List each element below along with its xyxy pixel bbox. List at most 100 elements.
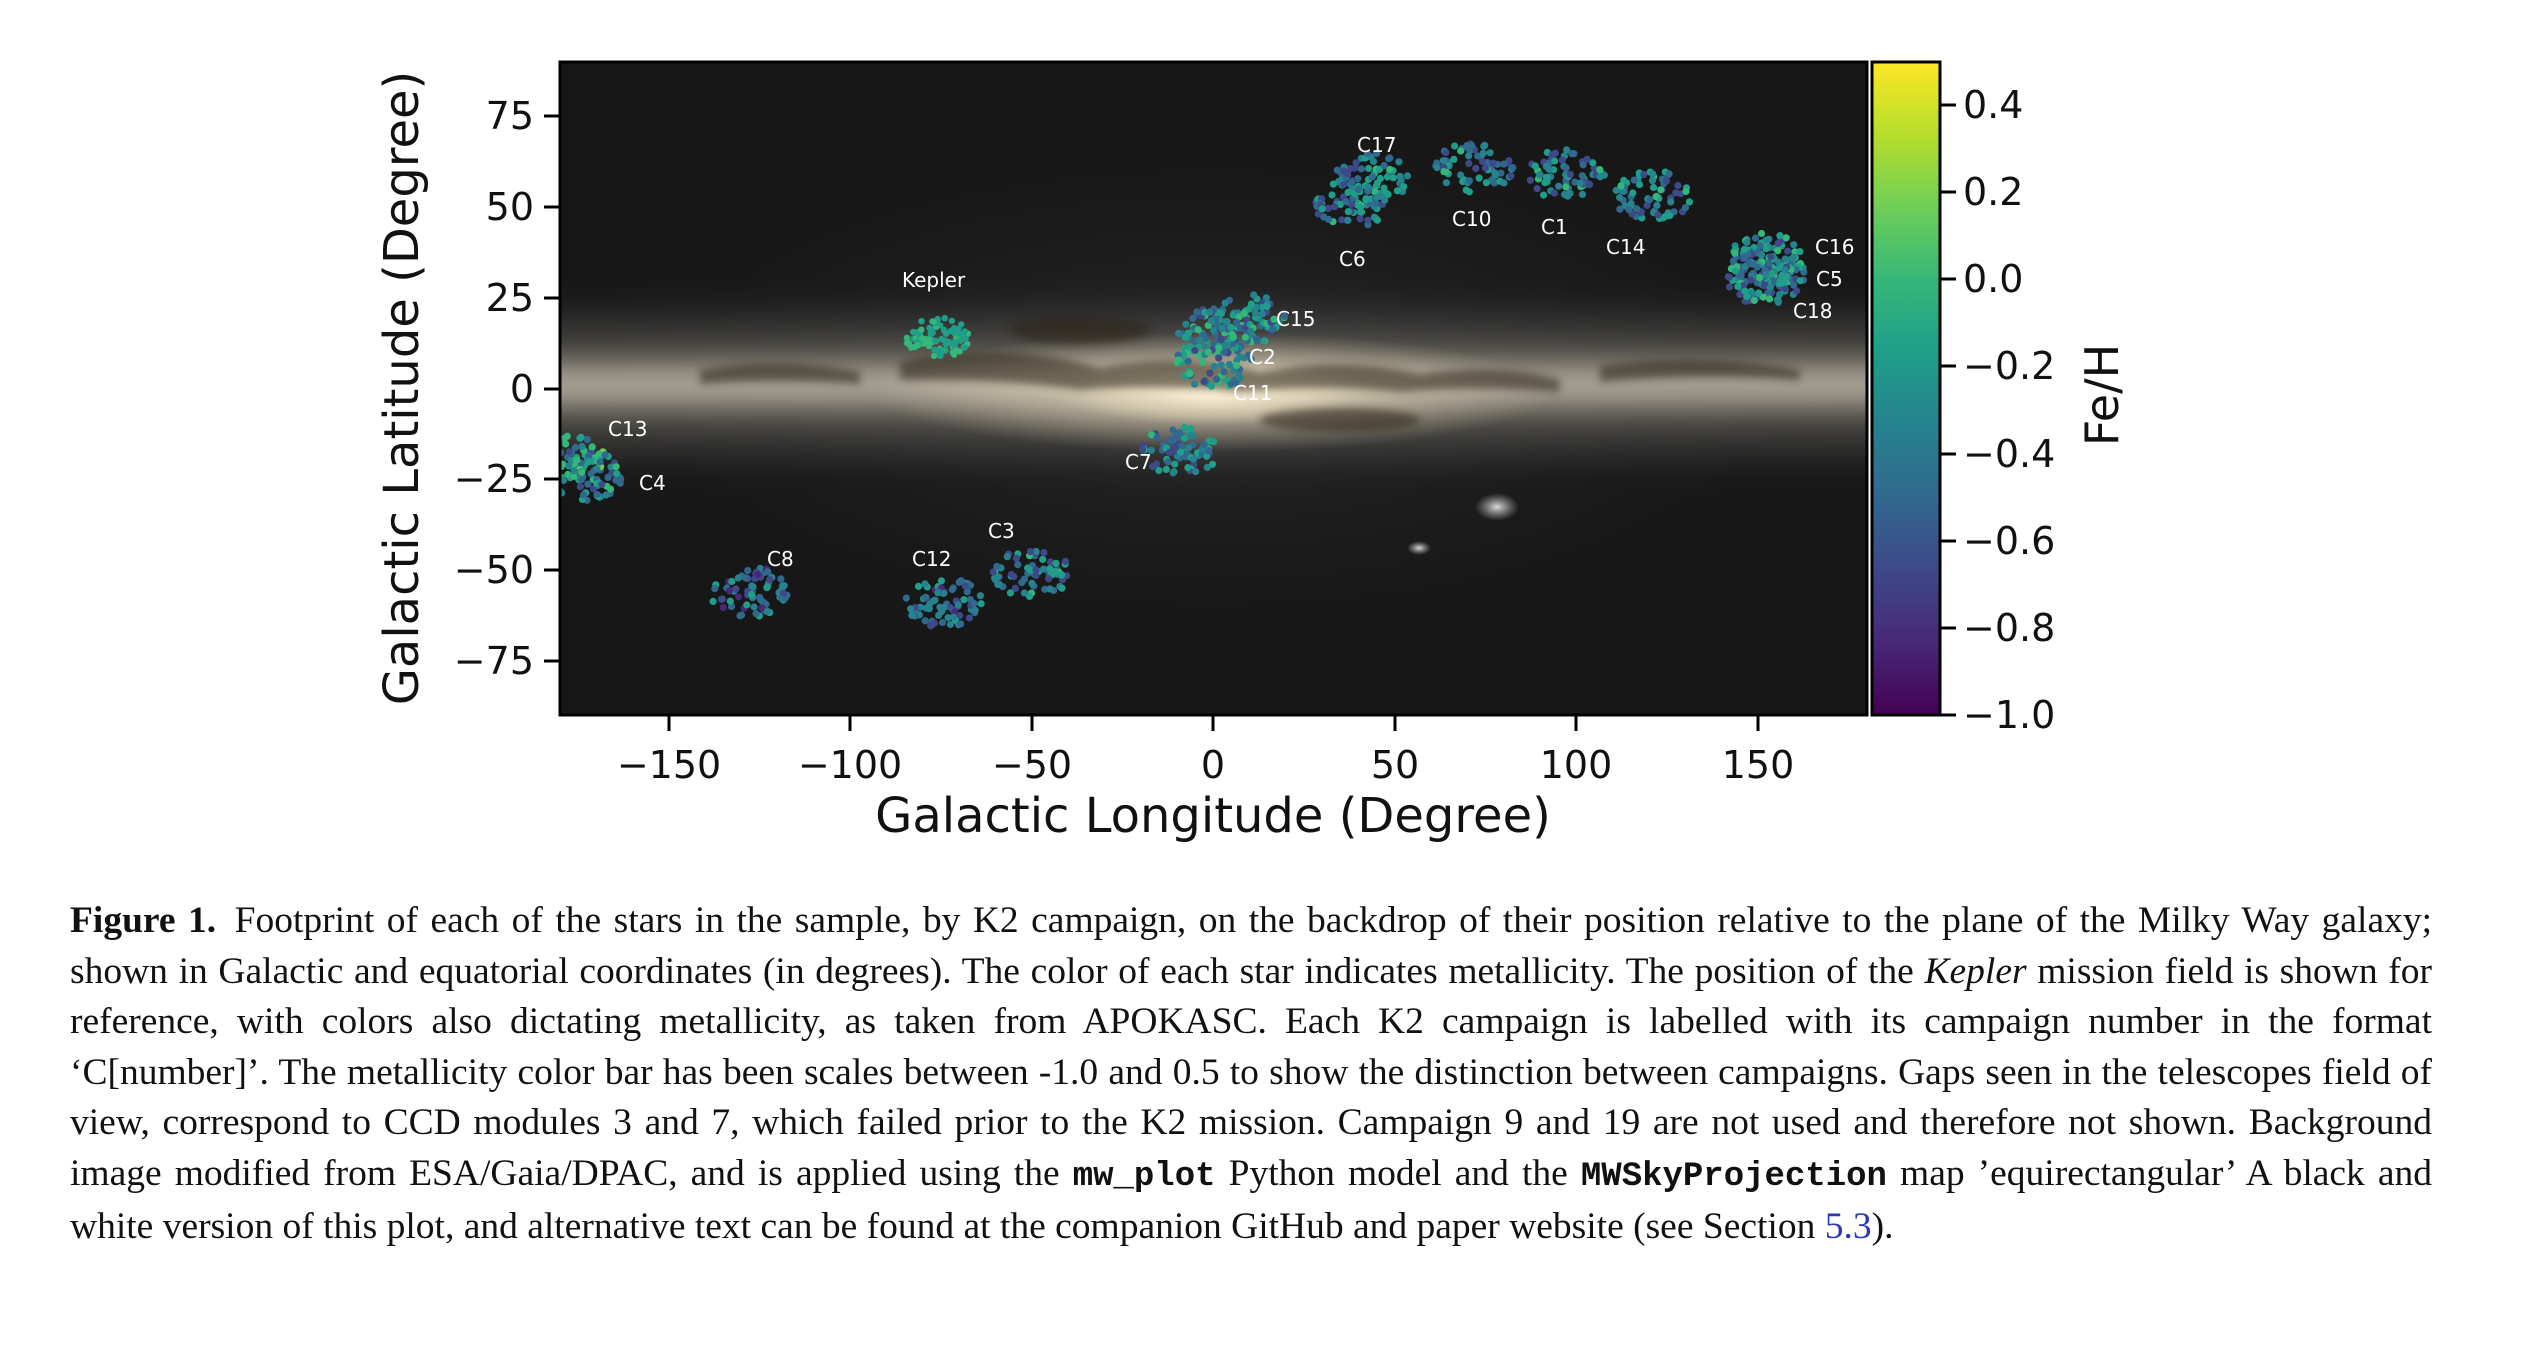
star-point	[1562, 164, 1570, 172]
star-point	[921, 617, 929, 625]
star-point	[1442, 148, 1450, 156]
section-link[interactable]: 5.3	[1824, 1206, 1872, 1247]
x-axis-title: Galactic Longitude (Degree)	[875, 788, 1551, 844]
star-point	[1661, 213, 1669, 221]
star-point	[598, 480, 606, 489]
star-point	[537, 452, 544, 459]
star-point	[717, 595, 726, 603]
x-tick-label: −100	[798, 743, 902, 787]
star-point	[1012, 554, 1020, 562]
label-c15: C15	[1276, 307, 1315, 331]
star-point	[1340, 180, 1348, 189]
y-axis-title: Galactic Latitude (Degree)	[374, 71, 430, 706]
star-point	[1762, 271, 1770, 279]
star-point	[1028, 579, 1036, 588]
star-point	[1176, 448, 1185, 456]
field-c3	[989, 547, 1071, 601]
star-point	[1371, 188, 1379, 196]
star-point	[593, 465, 601, 473]
star-point	[1040, 549, 1048, 557]
star-point	[1393, 187, 1401, 195]
star-point	[1318, 205, 1326, 213]
star-point	[1039, 565, 1048, 573]
star-point	[961, 344, 968, 351]
star-point	[1342, 198, 1350, 206]
star-point	[756, 593, 764, 601]
star-point	[1750, 296, 1758, 304]
star-point	[1241, 333, 1249, 341]
star-point	[764, 568, 772, 576]
star-point	[1657, 186, 1665, 194]
star-point	[758, 604, 766, 612]
star-point	[1356, 215, 1364, 223]
field-c15	[1206, 291, 1288, 347]
star-point	[1177, 442, 1185, 450]
star-point	[942, 330, 950, 337]
star-point	[1169, 469, 1177, 477]
star-point	[1450, 155, 1458, 163]
star-point	[1195, 336, 1203, 344]
star-point	[536, 452, 543, 459]
star-point	[971, 606, 979, 614]
star-point	[1200, 441, 1208, 449]
y-tick-labels: 75 50 25 0 −25 −50 −75	[454, 94, 534, 683]
star-point	[1233, 361, 1241, 369]
star-point	[570, 467, 578, 475]
x-axis-ticks	[667, 715, 1760, 731]
star-point	[1280, 312, 1288, 320]
field-c18	[1725, 251, 1808, 306]
star-point	[928, 326, 935, 334]
star-point	[951, 351, 958, 358]
star-point	[908, 344, 915, 351]
star-point	[1186, 370, 1194, 378]
star-point	[1566, 189, 1574, 197]
star-point	[1781, 255, 1789, 263]
star-point	[1766, 283, 1774, 291]
star-point	[1139, 446, 1147, 454]
star-point	[589, 485, 598, 493]
star-point	[938, 618, 947, 627]
star-point	[956, 612, 964, 620]
star-point	[1781, 285, 1789, 293]
star-point	[1207, 382, 1216, 390]
star-point	[1046, 585, 1054, 593]
star-point	[1205, 437, 1213, 445]
star-point	[1731, 249, 1739, 257]
star-point	[1433, 163, 1441, 172]
star-point	[1314, 210, 1322, 218]
star-point	[1039, 555, 1047, 564]
star-point	[1767, 253, 1775, 261]
star-point	[1558, 156, 1566, 164]
star-point	[1222, 341, 1230, 349]
star-point	[1352, 159, 1360, 167]
star-point	[1625, 206, 1633, 214]
star-point	[1336, 200, 1344, 209]
star-point	[1213, 375, 1221, 383]
star-point	[1364, 216, 1372, 224]
x-tick-label: 100	[1540, 743, 1613, 787]
colorbar-label: Fe/H	[2075, 344, 2129, 446]
star-point	[1373, 193, 1381, 201]
star-point	[1776, 290, 1784, 299]
star-point	[1486, 149, 1494, 157]
star-point	[961, 328, 968, 335]
star-point	[1739, 282, 1747, 290]
field-c12	[902, 577, 985, 630]
star-point	[1175, 356, 1183, 364]
star-point	[1330, 203, 1339, 211]
caption-text: Python model and the	[1215, 1152, 1581, 1194]
field-c1	[1526, 146, 1608, 200]
star-point	[565, 462, 573, 470]
label-c12: C12	[912, 547, 951, 571]
star-point	[1654, 211, 1662, 219]
star-point	[1233, 356, 1241, 364]
star-point	[1578, 190, 1587, 198]
star-point	[1775, 238, 1783, 246]
colorbar-tick-label: 0.4	[1963, 83, 2023, 127]
field-c8	[709, 564, 791, 620]
star-point	[735, 593, 743, 601]
star-point	[1507, 172, 1515, 180]
code-mw-plot: mw_plot	[1072, 1157, 1216, 1196]
star-point	[1189, 314, 1197, 322]
star-point	[752, 610, 760, 618]
